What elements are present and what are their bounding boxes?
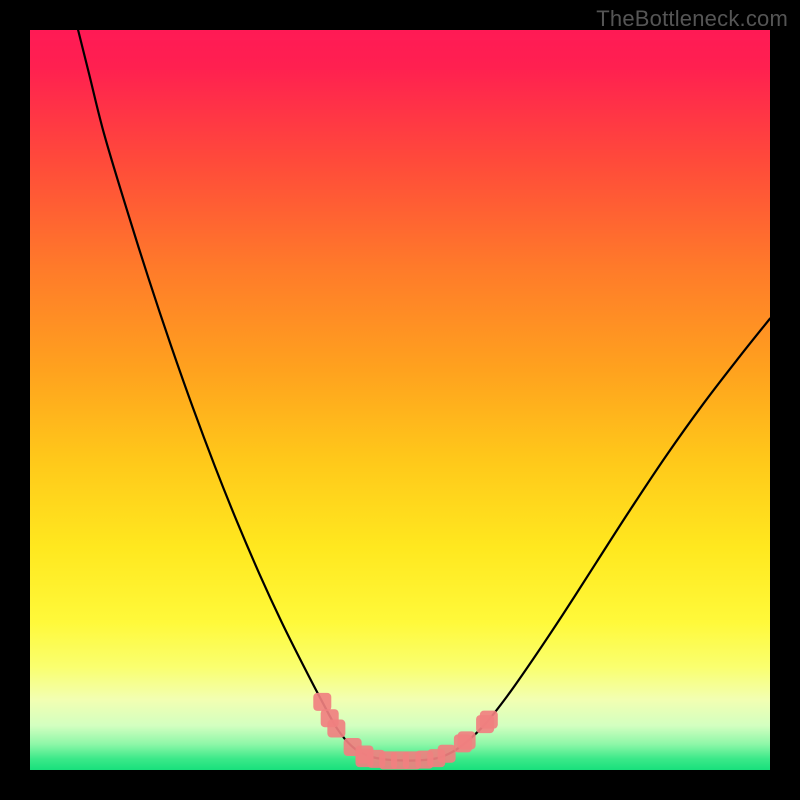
bottleneck-curve [78, 30, 770, 761]
data-point [458, 731, 476, 749]
data-point [438, 745, 456, 763]
data-point [327, 720, 345, 738]
data-point [480, 711, 498, 729]
data-point [313, 693, 331, 711]
watermark-text: TheBottleneck.com [596, 6, 788, 32]
chart-overlay [0, 0, 800, 800]
